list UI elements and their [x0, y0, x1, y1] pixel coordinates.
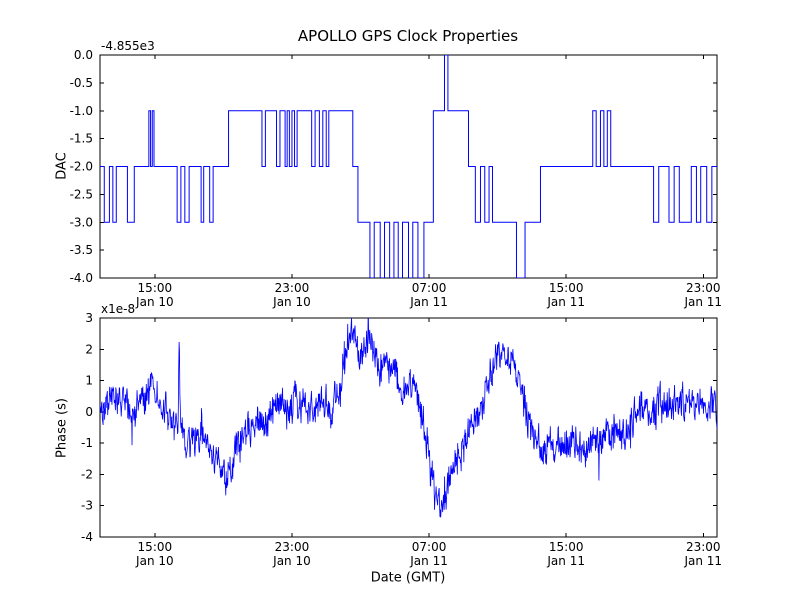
y-tick-label: 1: [85, 374, 93, 388]
y-tick-label: -3: [81, 499, 93, 513]
y-tick-label: -0.5: [70, 76, 93, 90]
phase-axes-frame: [99, 317, 718, 538]
y-tick-label: -4.0: [70, 271, 93, 285]
phase-offset-label: x1e-8: [101, 302, 136, 316]
x-tick-date-label: Jan 10: [135, 554, 174, 568]
dac-step-line: [100, 55, 717, 278]
x-tick-time-label: 15:00: [138, 540, 173, 554]
dac-offset-label: -4.855e3: [101, 39, 155, 53]
x-tick-time-label: 23:00: [275, 540, 310, 554]
y-tick-label: -1: [81, 436, 93, 450]
x-tick-date-label: Jan 10: [272, 295, 311, 309]
x-tick-date-label: Jan 11: [409, 295, 448, 309]
x-tick-date-label: Jan 11: [683, 554, 722, 568]
y-tick-label: -4: [81, 530, 93, 544]
x-tick-time-label: 15:00: [549, 540, 584, 554]
x-tick-date-label: Jan 11: [683, 295, 722, 309]
x-tick-time-label: 15:00: [549, 281, 584, 295]
x-tick-time-label: 23:00: [686, 281, 721, 295]
phase-noise-line: [100, 318, 717, 518]
x-tick-date-label: Jan 11: [546, 554, 585, 568]
y-tick-label: -3.0: [70, 215, 93, 229]
x-tick-time-label: 23:00: [686, 540, 721, 554]
chart-title: APOLLO GPS Clock Properties: [297, 27, 519, 45]
x-tick-time-label: 15:00: [138, 281, 173, 295]
x-tick-time-label: 07:00: [412, 540, 447, 554]
x-tick-date-label: Jan 10: [272, 554, 311, 568]
y-tick-label: 0: [85, 405, 93, 419]
x-axis-label: Date (GMT): [370, 570, 446, 586]
phase-y-axis-label: Phase (s): [54, 398, 70, 458]
y-tick-label: -1.0: [70, 104, 93, 118]
y-tick-label: -2: [81, 467, 93, 481]
y-tick-label: -3.5: [70, 243, 93, 257]
y-tick-label: -1.5: [70, 132, 93, 146]
x-tick-time-label: 07:00: [412, 281, 447, 295]
dac-y-axis-label: DAC: [54, 152, 70, 180]
x-tick-time-label: 23:00: [275, 281, 310, 295]
y-tick-label: 0.0: [74, 48, 93, 62]
x-tick-date-label: Jan 11: [546, 295, 585, 309]
y-tick-label: 3: [85, 311, 93, 325]
y-tick-label: -2.5: [70, 187, 93, 201]
y-tick-label: -2.0: [70, 160, 93, 174]
x-tick-date-label: Jan 10: [135, 295, 174, 309]
x-tick-date-label: Jan 11: [409, 554, 448, 568]
y-tick-label: 2: [85, 342, 93, 356]
